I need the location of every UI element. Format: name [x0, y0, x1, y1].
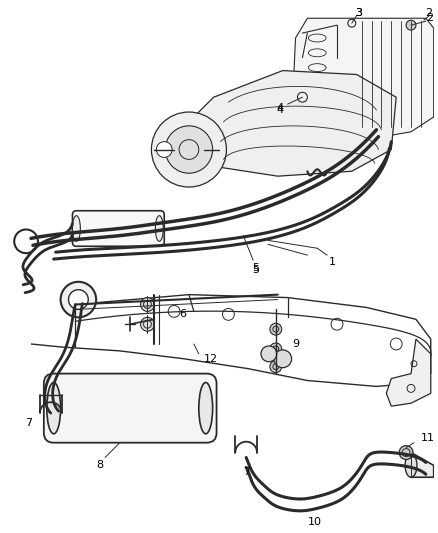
FancyBboxPatch shape — [44, 374, 216, 443]
Ellipse shape — [199, 383, 212, 434]
Text: 3: 3 — [355, 9, 362, 18]
Text: 8: 8 — [96, 461, 104, 471]
Ellipse shape — [72, 216, 80, 241]
Circle shape — [261, 346, 277, 362]
Circle shape — [274, 350, 292, 368]
Circle shape — [141, 317, 154, 331]
Circle shape — [60, 282, 96, 317]
Text: 5: 5 — [253, 265, 260, 275]
Ellipse shape — [405, 454, 417, 477]
Circle shape — [156, 142, 172, 157]
Circle shape — [270, 323, 282, 335]
Circle shape — [141, 297, 154, 311]
Circle shape — [270, 361, 282, 373]
Text: 7: 7 — [25, 418, 32, 428]
Polygon shape — [386, 339, 431, 406]
Circle shape — [399, 446, 413, 459]
Text: 11: 11 — [421, 433, 435, 443]
Circle shape — [165, 126, 212, 173]
Text: 2: 2 — [427, 13, 434, 23]
Text: 2: 2 — [426, 9, 433, 18]
Polygon shape — [411, 453, 434, 477]
Circle shape — [14, 230, 38, 253]
Text: 9: 9 — [293, 339, 300, 349]
Polygon shape — [293, 18, 434, 140]
Text: 12: 12 — [204, 354, 218, 364]
Circle shape — [406, 20, 416, 30]
Text: 4: 4 — [276, 103, 283, 113]
Circle shape — [152, 112, 226, 187]
Text: 10: 10 — [308, 516, 322, 527]
Text: 1: 1 — [328, 257, 336, 267]
Circle shape — [68, 290, 88, 310]
Text: 5: 5 — [253, 263, 260, 273]
Text: 7: 7 — [243, 467, 250, 477]
Circle shape — [270, 343, 282, 355]
Text: 4: 4 — [276, 105, 283, 115]
FancyBboxPatch shape — [72, 211, 164, 246]
Polygon shape — [189, 70, 396, 176]
Text: 6: 6 — [179, 309, 186, 319]
Text: 3: 3 — [355, 9, 362, 18]
Ellipse shape — [155, 216, 163, 241]
Ellipse shape — [47, 383, 60, 434]
